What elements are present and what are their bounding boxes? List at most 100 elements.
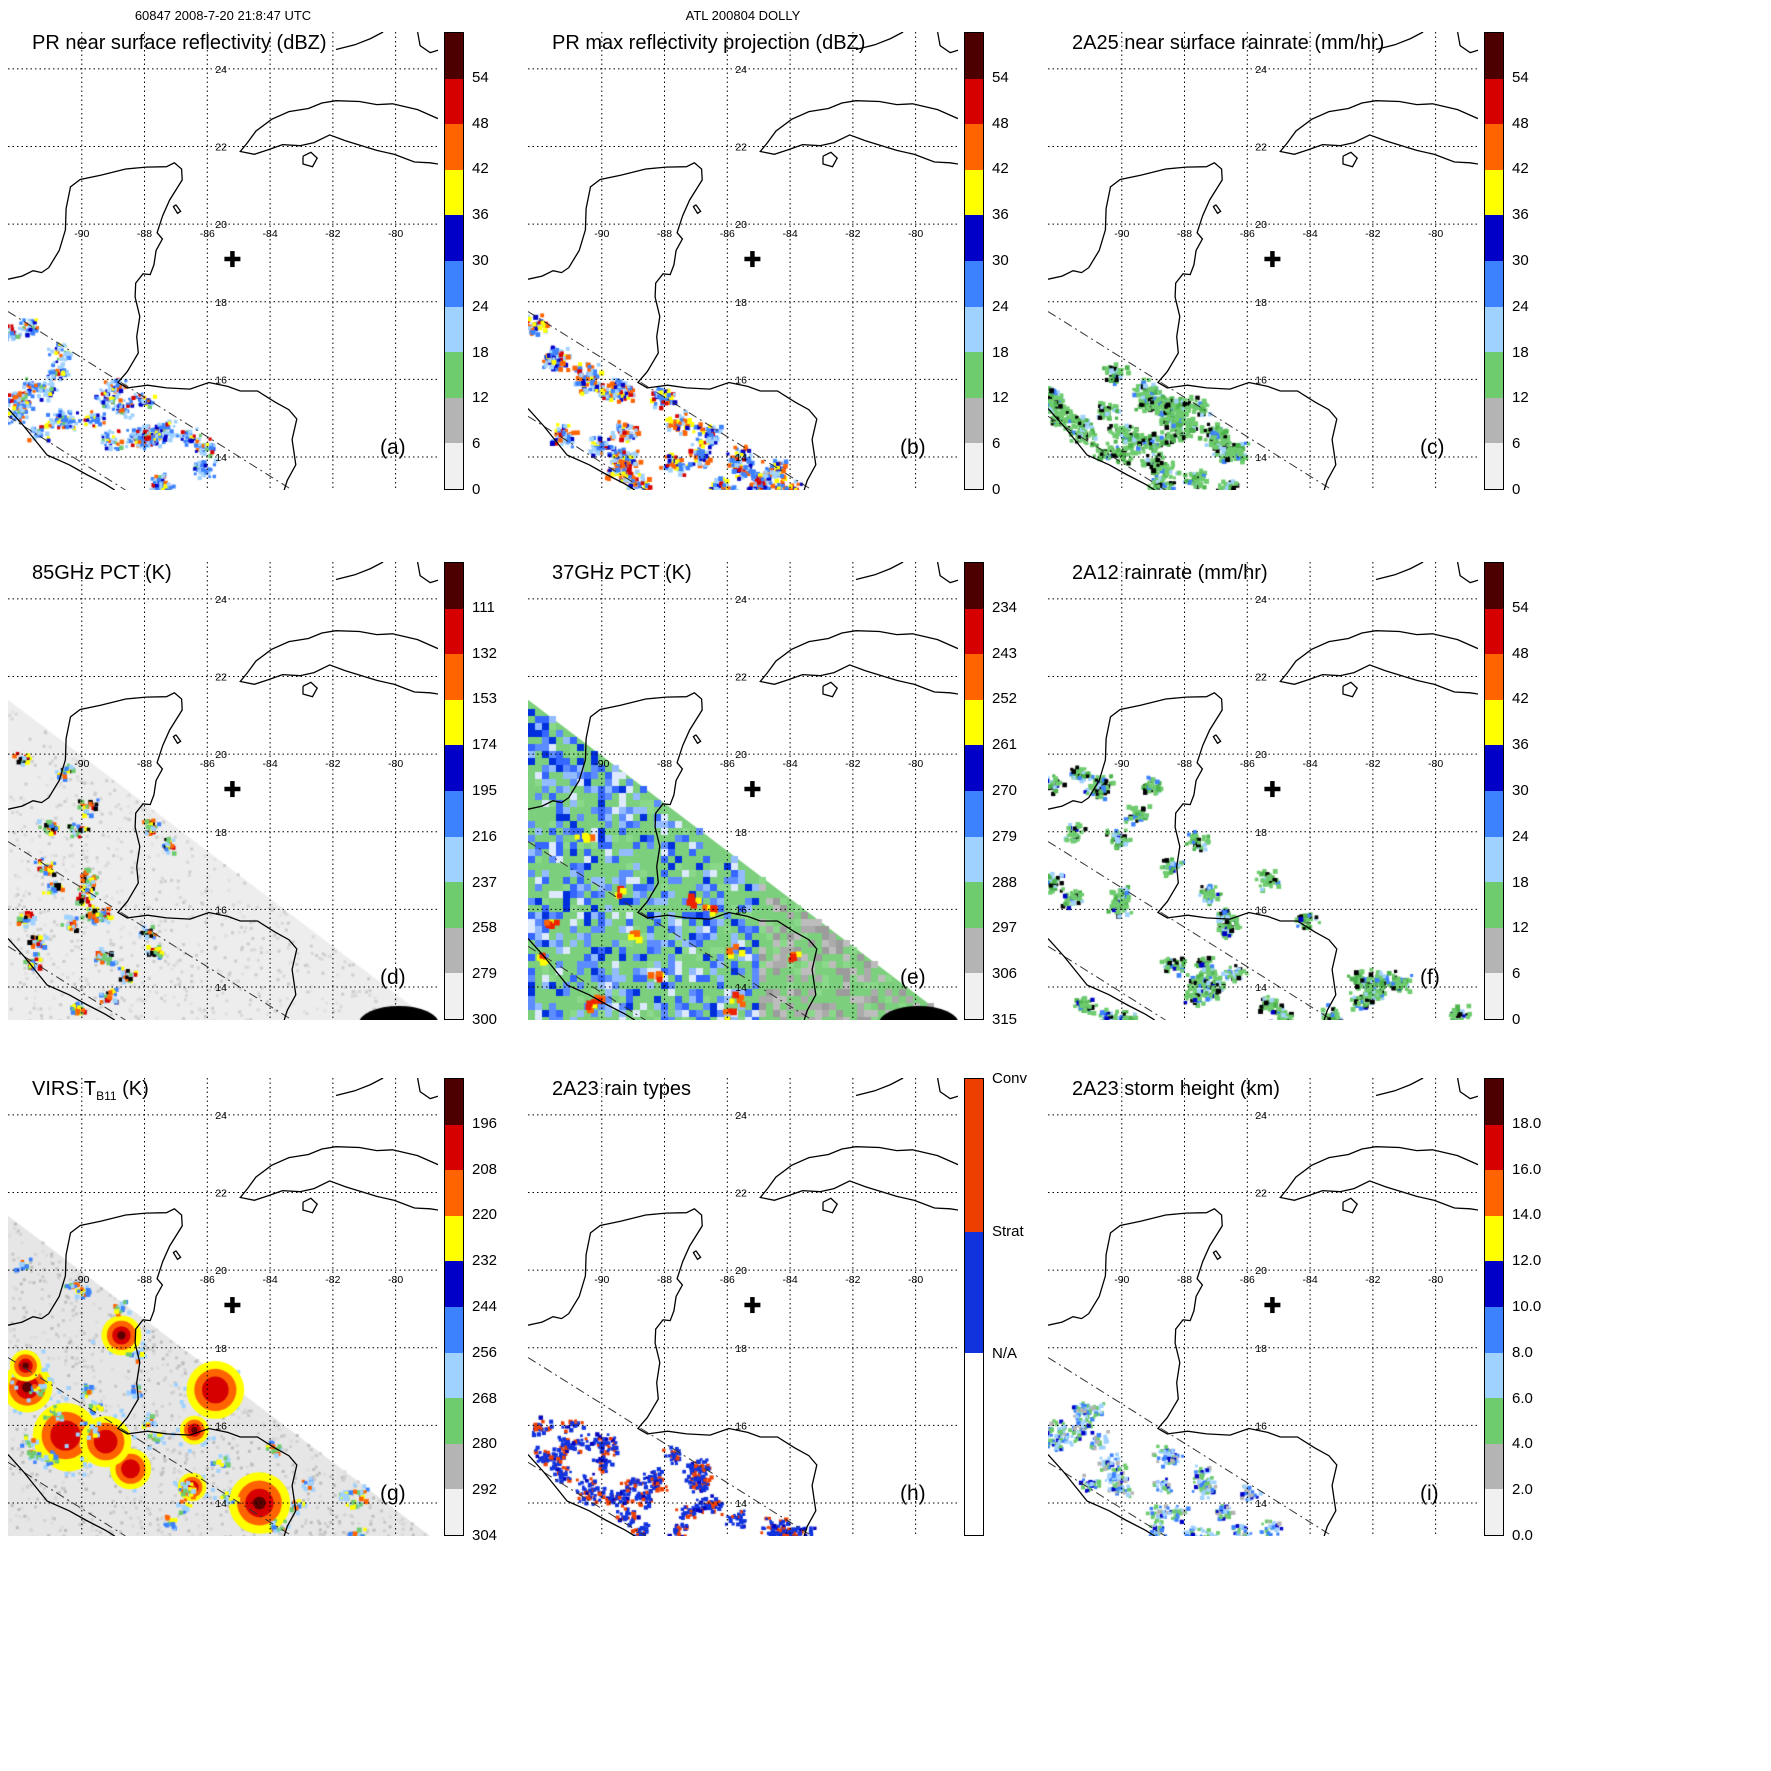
colorbar-segment [965,699,983,746]
colorbar-segment [965,973,983,1019]
colorbar-d [444,562,464,1020]
colorbar-tick-label: 24 [1512,827,1529,845]
colorbar-tick-label: 18.0 [1512,1114,1542,1132]
colorbar-segment [1485,745,1503,791]
lat-tick-label: 18 [215,1343,227,1355]
grid-lines [8,562,438,1020]
map-canvas-e [528,562,958,1020]
colorbar-segment [445,791,463,837]
colorbar-tick-label: 18 [1512,873,1529,891]
map-overlay-h: -90 -88 -86 -84 -82 -80 24 22 20 18 16 14 [527,1077,959,1541]
colorbar-tick-label: 244 [472,1298,498,1315]
colorbar-tick-label: 0 [472,481,481,498]
lat-tick-label: 14 [1255,1498,1267,1510]
lon-tick-label: -88 [1177,228,1192,240]
panel-title-c: 2A25 near surface rainrate (mm/hr) [1072,32,1385,54]
lat-tick-label: 22 [215,142,227,154]
colorbar-segment [965,563,983,609]
colorbar-tick-label: 196 [472,1114,498,1132]
lat-tick-label: 14 [735,452,747,464]
colorbar-category-label: Strat [992,1223,1024,1241]
colorbar-segment [445,1170,463,1216]
colorbar-tick-label: 14.0 [1512,1206,1542,1224]
map-overlay-d: -90 -88 -86 -84 -82 -80 24 22 20 18 16 14 [7,561,439,1025]
colorbar-segment [965,443,983,489]
orbit-timestamp-label: 60847 2008-7-20 21:8:47 UTC [134,8,312,23]
lon-tick-label: -90 [1114,758,1129,770]
colorbar-e [964,562,984,1020]
lat-tick-label: 14 [215,982,227,994]
lat-tick-label: 14 [215,452,227,464]
colorbar-tick-label: 315 [992,1011,1018,1028]
map-canvas-f [1048,562,1478,1020]
colorbar-tick-label: 6 [472,435,481,453]
colorbar-tick-label: 10.0 [1512,1298,1542,1315]
colorbar-segment [1485,124,1503,170]
colorbar-tick-label: 42 [1512,160,1529,178]
lat-tick-label: 24 [735,64,747,76]
colorbar-tick-label: 279 [472,965,498,983]
map-overlay-e: -90 -88 -86 -84 -82 -80 24 22 20 18 16 14 [527,561,959,1025]
colorbar-tick-label: 6 [1512,965,1521,983]
colorbar-tick-label: 8.0 [1512,1343,1533,1361]
colorbar-tick-label: 6 [992,435,1001,453]
coastlines [7,31,439,491]
colorbar-tick-label: 270 [992,782,1018,799]
swath-edge-lines [527,1357,813,1537]
colorbar-segment [1485,608,1503,655]
colorbar-tick-label: 280 [472,1435,498,1453]
colorbar-tick-label: 258 [472,919,498,937]
lat-tick-label: 24 [215,1110,227,1122]
colorbar-segment [445,973,463,1019]
lon-tick-label: -80 [1428,758,1443,770]
lon-tick-label: -84 [783,228,798,240]
panel-letter-a: (a) [380,436,406,459]
lat-tick-label: 18 [215,297,227,309]
lon-tick-label: -88 [137,1274,152,1286]
swath-edge-lines [7,841,293,1021]
lat-tick-label: 14 [735,1498,747,1510]
colorbar-tick-label: 297 [992,919,1018,937]
lon-tick-label: -90 [74,1274,89,1286]
colorbar-tick-label: 12 [992,389,1009,407]
colorbar-segment [1485,882,1503,928]
panel-letter-c: (c) [1420,436,1445,459]
lat-tick-label: 18 [215,827,227,839]
colorbar-tick-label: 24 [1512,297,1529,315]
colorbar-segment [965,33,983,79]
lat-tick-label: 24 [1255,64,1267,76]
colorbar-segment [1485,352,1503,398]
colorbar-tick-label: 0 [992,481,1001,498]
colorbar-f [1484,562,1504,1020]
swath-edge-lines [527,311,813,491]
panel-g: -90 -88 -86 -84 -82 -80 24 22 20 18 16 14 VIRS TB11 … [7,1077,528,1544]
lon-tick-label: -86 [720,758,735,770]
swath-edge-lines [7,311,293,491]
lon-tick-label: -82 [325,758,340,770]
lon-tick-label: -90 [594,228,609,240]
lon-tick-label: -84 [783,758,798,770]
lat-tick-label: 18 [735,297,747,309]
colorbar-segment [445,169,463,216]
lon-tick-label: -82 [845,228,860,240]
lon-tick-label: -80 [1428,1274,1443,1286]
panel-letter-d: (d) [380,966,406,989]
colorbar-tick-label: 42 [1512,690,1529,708]
storm-id-label: ATL 200804 DOLLY [685,8,801,23]
colorbar-segment [445,78,463,125]
colorbar-g [444,1078,464,1536]
map-e: -90 -88 -86 -84 -82 -80 24 22 20 18 16 14 [527,561,959,1021]
colorbar-segment [1485,791,1503,837]
lat-tick-label: 22 [215,1188,227,1200]
colorbar-segment [1485,1352,1503,1399]
colorbar-segment [1485,836,1503,883]
lat-tick-label: 24 [215,64,227,76]
colorbar-segment [1485,1398,1503,1444]
lat-tick-label: 22 [1255,672,1267,684]
colorbar-tick-label: 216 [472,827,498,845]
colorbar-segment [965,78,983,125]
colorbar-segment [1485,261,1503,307]
lon-tick-label: -90 [74,758,89,770]
colorbar-segment [965,352,983,398]
